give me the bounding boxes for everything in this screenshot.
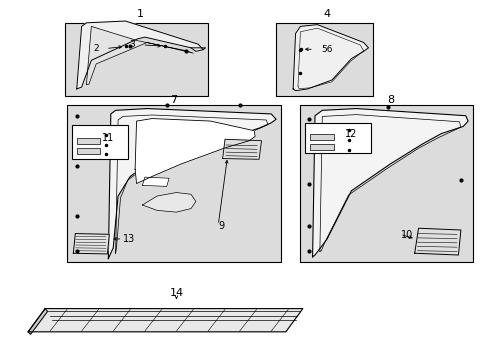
Text: 3: 3 xyxy=(128,40,134,49)
Polygon shape xyxy=(28,309,47,334)
Polygon shape xyxy=(135,118,255,184)
Polygon shape xyxy=(142,193,196,212)
Bar xyxy=(72,125,127,158)
Polygon shape xyxy=(108,109,276,258)
Text: 9: 9 xyxy=(218,221,224,231)
Bar xyxy=(77,148,100,154)
Bar xyxy=(77,138,100,144)
Polygon shape xyxy=(222,139,261,159)
Polygon shape xyxy=(292,24,368,91)
Polygon shape xyxy=(414,228,460,255)
Polygon shape xyxy=(312,109,467,257)
Text: 11: 11 xyxy=(102,133,114,143)
Polygon shape xyxy=(86,26,193,84)
Text: 8: 8 xyxy=(386,95,393,105)
Text: 7: 7 xyxy=(170,95,177,105)
Bar xyxy=(309,144,334,150)
Bar xyxy=(300,105,472,262)
Text: 1: 1 xyxy=(136,9,143,19)
Text: 4: 4 xyxy=(323,9,330,19)
Text: 14: 14 xyxy=(169,288,183,297)
Polygon shape xyxy=(142,177,169,186)
Text: 12: 12 xyxy=(345,129,357,139)
Text: 13: 13 xyxy=(122,234,135,244)
Text: 10: 10 xyxy=(400,230,412,240)
Bar xyxy=(64,23,207,96)
Bar xyxy=(276,23,372,96)
Bar xyxy=(309,134,334,140)
Polygon shape xyxy=(28,309,302,332)
Bar xyxy=(305,123,370,153)
Polygon shape xyxy=(73,234,109,254)
Bar xyxy=(67,105,281,262)
Text: 56: 56 xyxy=(321,45,332,54)
Polygon shape xyxy=(77,21,203,89)
Text: 2: 2 xyxy=(93,44,99,53)
